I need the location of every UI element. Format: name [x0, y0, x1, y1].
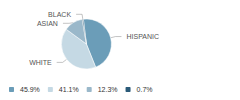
svg-text:45.9%: 45.9%: [20, 86, 40, 93]
svg-text:12.3%: 12.3%: [98, 86, 118, 93]
svg-text:HISPANIC: HISPANIC: [126, 33, 159, 40]
svg-text:BLACK: BLACK: [48, 11, 71, 18]
svg-text:WHITE: WHITE: [29, 59, 52, 66]
svg-text:41.1%: 41.1%: [59, 86, 79, 93]
svg-text:0.7%: 0.7%: [137, 86, 153, 93]
svg-text:ASIAN: ASIAN: [37, 20, 58, 27]
